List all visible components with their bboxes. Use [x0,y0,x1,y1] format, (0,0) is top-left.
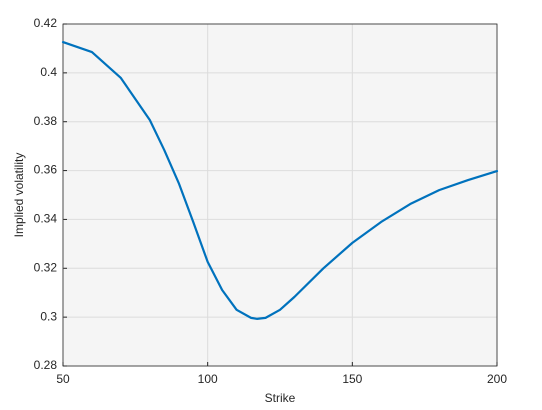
y-tick-label: 0.42 [34,16,58,30]
y-axis-label: Implied volatility [12,153,26,238]
y-tick-label: 0.34 [34,212,58,226]
series-line [61,40,499,320]
plot-area [63,24,497,366]
x-tick-label: 200 [487,372,507,386]
y-tick-label: 0.3 [40,309,57,323]
y-tick-label: 0.4 [40,65,57,79]
x-tick-label: 100 [198,372,218,386]
x-axis-label: Strike [265,391,296,405]
y-tick-label: 0.28 [34,358,58,372]
axes-box [62,23,498,367]
x-tick-label: 150 [342,372,362,386]
y-tick-label: 0.32 [34,260,58,274]
y-tick-label: 0.38 [34,114,58,128]
y-tick-label: 0.36 [34,163,58,177]
x-tick-label: 50 [56,372,70,386]
